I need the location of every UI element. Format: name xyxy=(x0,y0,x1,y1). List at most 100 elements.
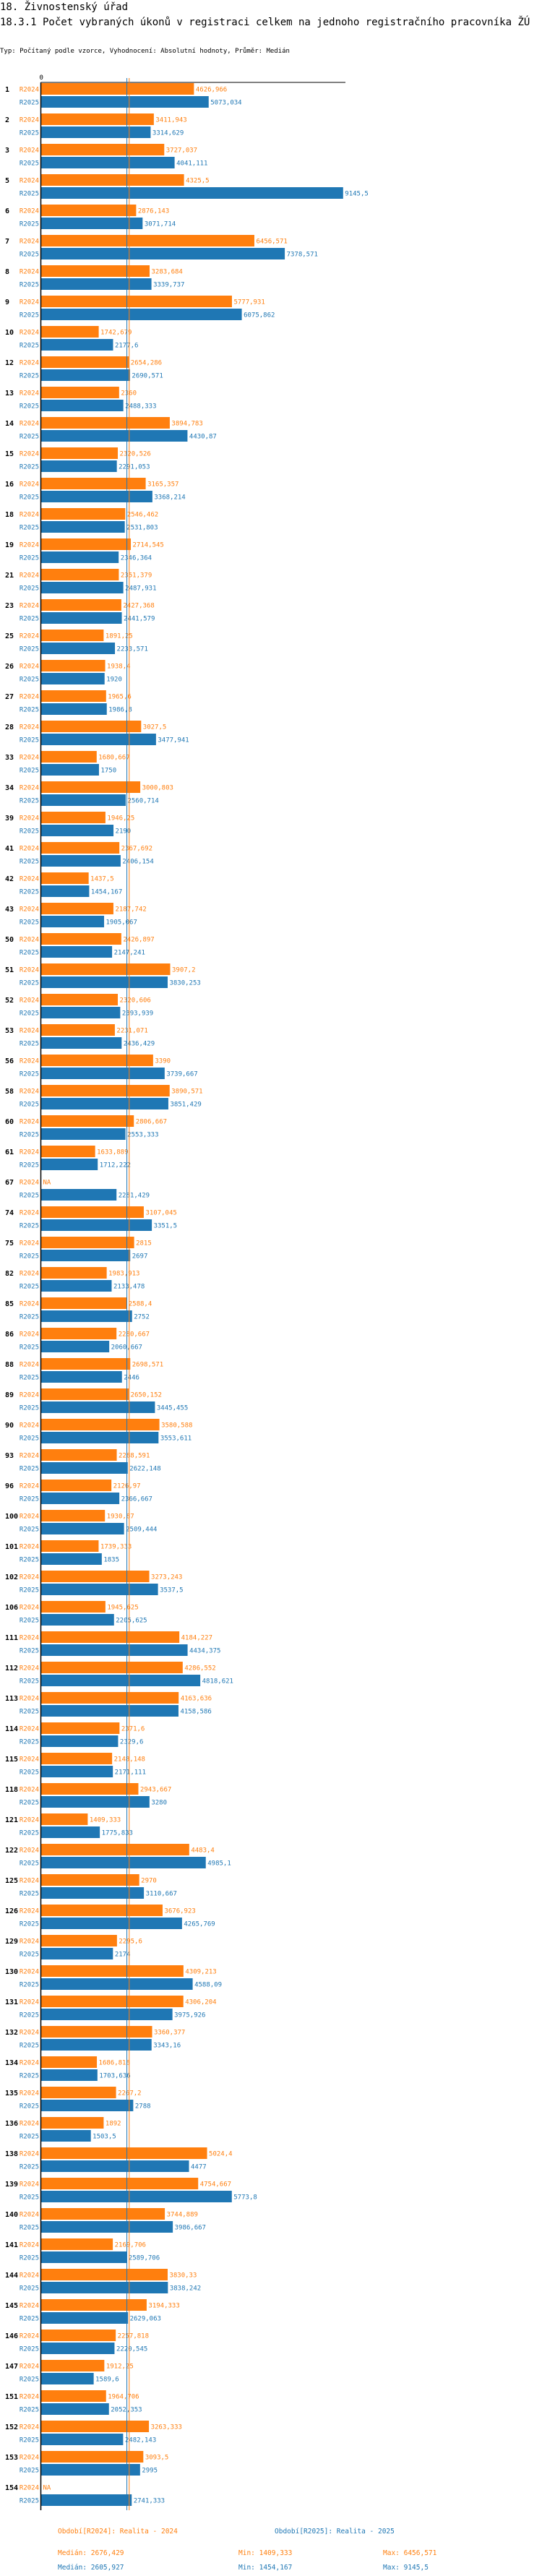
bar-r2024 xyxy=(41,1753,113,1764)
bar-r2024 xyxy=(41,1237,134,1248)
legend-r2024-max: Max: 6456,571 xyxy=(383,2549,437,2557)
bar-r2024 xyxy=(41,235,254,246)
category-label: 60 xyxy=(5,1118,14,1126)
series-label-r2025: R2025 xyxy=(20,403,39,411)
category-label: 111 xyxy=(5,1634,18,1642)
series-label-r2024: R2024 xyxy=(20,1665,39,1673)
series-label-r2025: R2025 xyxy=(20,2012,39,2019)
category-label: 145 xyxy=(5,2302,18,2310)
data-label-r2024: 2367,692 xyxy=(121,846,152,853)
bar-r2025 xyxy=(41,1098,168,1109)
data-label-r2025: 5773,8 xyxy=(233,2194,257,2202)
data-label-r2025: 2622,148 xyxy=(129,1466,160,1473)
category-label: 85 xyxy=(5,1300,14,1308)
series-label-r2025: R2025 xyxy=(20,1800,39,1807)
series-label-r2024: R2024 xyxy=(20,1240,39,1248)
bar-r2024 xyxy=(41,812,106,823)
bar-r2025 xyxy=(41,1553,102,1565)
series-label-r2024: R2024 xyxy=(20,2212,39,2219)
data-label-r2024: 4184,227 xyxy=(181,1635,212,1642)
category-label: 26 xyxy=(5,663,14,671)
series-label-r2025: R2025 xyxy=(20,1891,39,1898)
bar-r2025 xyxy=(41,96,209,108)
data-label-r2025: 2531,803 xyxy=(126,525,158,532)
data-label-r2024: 5024,4 xyxy=(209,2151,233,2158)
bar-r2024 xyxy=(41,2208,165,2220)
category-label: 129 xyxy=(5,1938,18,1946)
series-label-r2025: R2025 xyxy=(20,1162,39,1169)
data-label-r2024: 2650,152 xyxy=(131,1392,162,1399)
bar-r2024 xyxy=(41,174,184,186)
bar-r2024 xyxy=(41,660,106,671)
data-label-r2024: 2187,742 xyxy=(115,906,146,914)
series-label-r2025: R2025 xyxy=(20,646,39,653)
bar-r2025 xyxy=(41,1735,119,1747)
category-label: 125 xyxy=(5,1877,18,1885)
bar-r2025 xyxy=(41,976,168,988)
bar-r2025 xyxy=(41,1219,152,1231)
series-label-r2025: R2025 xyxy=(20,1314,39,1321)
series-label-r2024: R2024 xyxy=(20,1392,39,1399)
data-label-r2025: 2488,333 xyxy=(125,403,156,411)
bar-r2025 xyxy=(41,2191,232,2202)
data-label-r2024: 1945,625 xyxy=(107,1605,138,1612)
bar-r2024 xyxy=(41,1692,179,1704)
series-label-r2025: R2025 xyxy=(20,2194,39,2202)
series-label-r2024: R2024 xyxy=(20,694,39,701)
series-label-r2024: R2024 xyxy=(20,360,39,367)
series-label-r2024: R2024 xyxy=(20,1301,39,1308)
category-label: 154 xyxy=(5,2484,18,2492)
category-label: 144 xyxy=(5,2272,18,2280)
series-label-r2024: R2024 xyxy=(20,2151,39,2158)
data-label-r2025: 3445,455 xyxy=(157,1405,188,1412)
data-label-r2024: 3907,2 xyxy=(172,967,196,974)
category-label: 74 xyxy=(5,1209,14,1217)
series-label-r2024: R2024 xyxy=(20,299,39,306)
data-label-r2024: 1409,333 xyxy=(90,1817,121,1824)
category-label: 100 xyxy=(5,1513,18,1521)
bar-r2025 xyxy=(41,2160,189,2172)
series-label-r2025: R2025 xyxy=(20,2468,39,2475)
series-label-r2024: R2024 xyxy=(20,542,39,549)
series-label-r2025: R2025 xyxy=(20,1830,39,1837)
series-label-r2024: R2024 xyxy=(20,967,39,974)
data-label-r2025: 3838,242 xyxy=(170,2285,201,2293)
data-label-r2025: 3339,737 xyxy=(153,282,184,289)
series-label-r2024: R2024 xyxy=(20,1969,39,1976)
data-label-r2025: 2174 xyxy=(115,1952,131,1959)
category-label: 93 xyxy=(5,1452,14,1460)
series-label-r2024: R2024 xyxy=(20,664,39,671)
series-label-r2024: R2024 xyxy=(20,1028,39,1035)
category-label: 10 xyxy=(5,329,14,337)
series-label-r2025: R2025 xyxy=(20,252,39,259)
data-label-r2025: 2482,143 xyxy=(125,2437,156,2444)
category-label: 53 xyxy=(5,1027,14,1035)
bar-r2024 xyxy=(41,1449,117,1461)
category-label: 51 xyxy=(5,966,14,974)
bar-r2025 xyxy=(41,1371,122,1383)
series-label-r2025: R2025 xyxy=(20,2103,39,2111)
series-label-r2024: R2024 xyxy=(20,2394,39,2401)
data-label-r2024: 4286,552 xyxy=(184,1665,215,1673)
series-label-r2024: R2024 xyxy=(20,1483,39,1490)
bar-r2024 xyxy=(41,1783,139,1795)
data-label-r2024: 3194,333 xyxy=(148,2303,179,2310)
series-label-r2025: R2025 xyxy=(20,2134,39,2141)
series-label-r2024: R2024 xyxy=(20,997,39,1005)
category-label: 114 xyxy=(5,1725,18,1733)
category-label: 141 xyxy=(5,2241,18,2249)
bar-r2024 xyxy=(41,933,121,945)
data-label-r2025: 2406,154 xyxy=(122,859,153,866)
category-label: 42 xyxy=(5,875,14,883)
category-label: 1 xyxy=(5,86,9,94)
series-label-r2025: R2025 xyxy=(20,1648,39,1655)
series-label-r2025: R2025 xyxy=(20,1982,39,1989)
series-label-r2024: R2024 xyxy=(20,269,39,276)
bar-r2025 xyxy=(41,794,126,806)
bar-r2024 xyxy=(41,2360,105,2371)
bar-r2025 xyxy=(41,1462,128,1474)
data-label-r2024: 3744,889 xyxy=(167,2212,198,2219)
bar-r2024 xyxy=(41,205,137,216)
category-label: 9 xyxy=(5,299,9,306)
bar-r2024 xyxy=(41,1480,112,1491)
